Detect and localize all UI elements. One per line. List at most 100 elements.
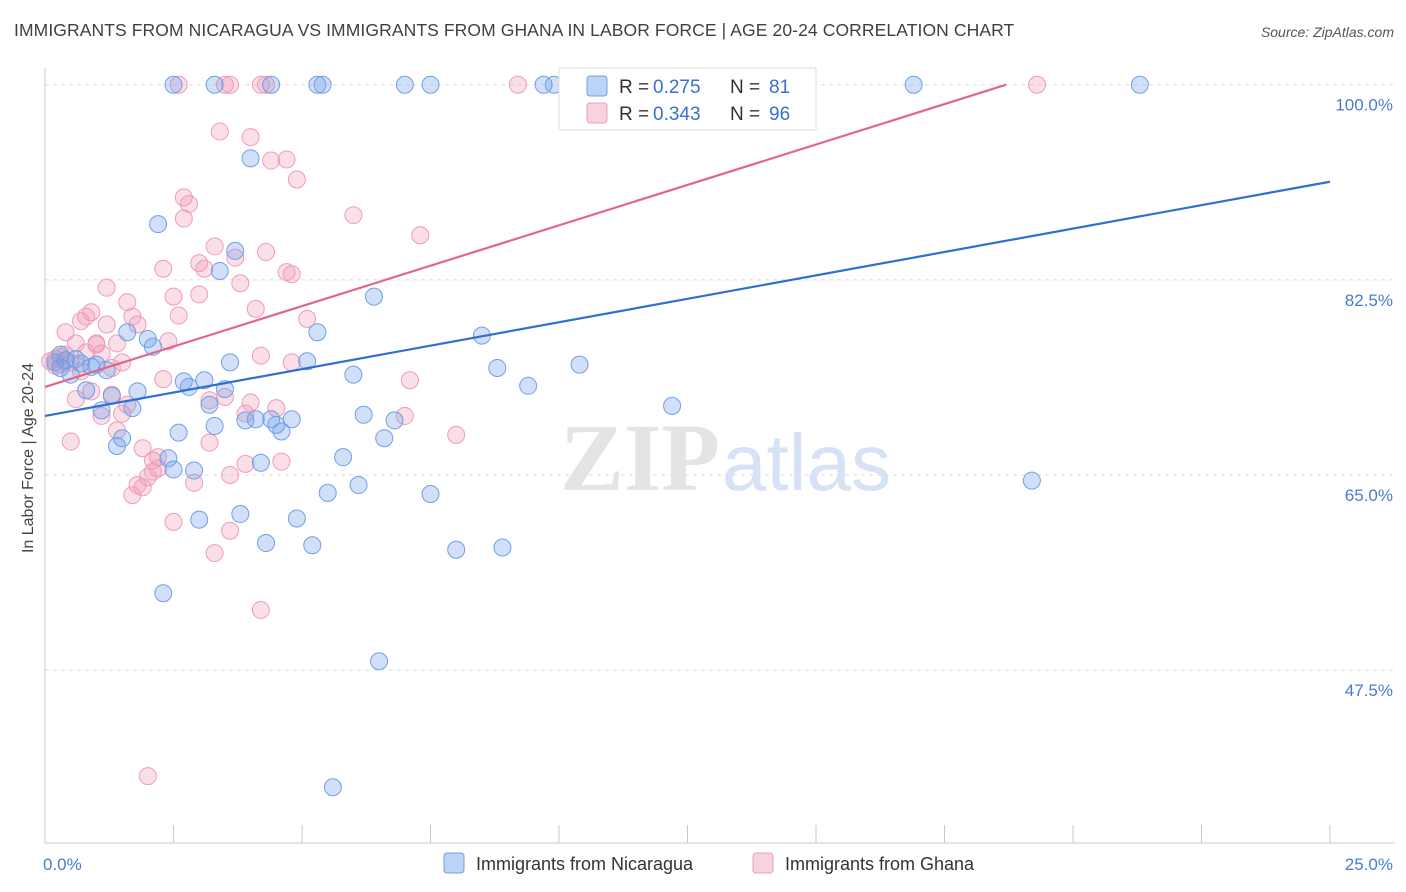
nicaragua-point (210, 261, 229, 280)
ghana-point (236, 404, 255, 423)
ghana-point (236, 454, 255, 473)
ghana-point (169, 75, 188, 94)
watermark-zip: ZIP (560, 404, 720, 511)
ghana-point (66, 390, 85, 409)
ghana-point (97, 278, 116, 297)
tick-labels: 47.5% 65.0% 82.5% 100.0% 0.0% 25.0% (43, 96, 1393, 874)
ghana-point (118, 293, 137, 312)
legend-box: R = 0.275 N = 81 R = 0.343 N = 96 (558, 67, 817, 131)
nicaragua-point (190, 510, 209, 529)
nicaragua-point (488, 358, 507, 377)
nicaragua-point (298, 352, 317, 371)
ghana-point (344, 206, 363, 225)
y-tick-label: 82.5% (1345, 291, 1393, 310)
bottom-legend-label-nicaragua: Immigrants from Nicaragua (476, 854, 694, 874)
nicaragua-point (904, 75, 923, 94)
nicaragua-point (519, 376, 538, 395)
ghana-point (282, 353, 301, 372)
ghana-point (277, 150, 296, 169)
nicaragua-point (287, 509, 306, 528)
ghana-point (92, 406, 111, 425)
x-tick-label-max: 25.0% (1345, 855, 1393, 874)
ghana-point (154, 370, 173, 389)
ghana-point (447, 425, 466, 444)
ghana-point (246, 299, 265, 318)
nicaragua-point (308, 323, 327, 342)
nicaragua-point (1130, 75, 1149, 94)
nicaragua-point (570, 355, 589, 374)
ghana-point (282, 265, 301, 284)
ghana-point (210, 122, 229, 141)
nicaragua-point (231, 505, 250, 524)
ghana-point (205, 544, 224, 563)
nicaragua-point (205, 416, 224, 435)
x-tick-label-min: 0.0% (43, 855, 82, 874)
ghana-point (174, 209, 193, 228)
nicaragua-point (370, 652, 389, 671)
nicaragua-point (421, 484, 440, 503)
ghana-point (61, 432, 80, 451)
nicaragua-point (447, 540, 466, 559)
ghana-point (92, 344, 111, 363)
nicaragua-point (241, 149, 260, 168)
ghana-point (226, 248, 245, 267)
legend-n-label-2: N = (730, 104, 760, 125)
nicaragua-point (226, 241, 245, 260)
source-label: Source: ZipAtlas.com (1260, 24, 1394, 40)
ghana-point (241, 393, 260, 412)
nicaragua-point (262, 75, 281, 94)
bottom-legend-swatch-ghana (752, 852, 774, 874)
ghana-point (287, 170, 306, 189)
nicaragua-point (313, 75, 332, 94)
nicaragua-point (308, 75, 327, 94)
nicaragua-point (334, 448, 353, 467)
ghana-point (221, 75, 240, 94)
ghana-point (164, 287, 183, 306)
legend-swatch-nicaragua (586, 75, 608, 97)
y-axis-label: In Labor Force | Age 20-24 (20, 363, 37, 553)
nicaragua-point (195, 371, 214, 390)
nicaragua-point (113, 429, 132, 448)
nicaragua-point (164, 75, 183, 94)
ghana-point (200, 433, 219, 452)
bottom-legend-swatch-nicaragua (443, 852, 465, 874)
ghana-point (138, 468, 157, 487)
ghana-point (400, 371, 419, 390)
ghana-point (205, 237, 224, 256)
legend-swatch-ghana (586, 102, 608, 124)
nicaragua-point (185, 461, 204, 480)
ghana-point (251, 346, 270, 365)
ghana-point (133, 439, 152, 458)
ghana-point (221, 521, 240, 540)
nicaragua-trend-line (44, 180, 1331, 417)
ghana-trend-line (44, 83, 1007, 388)
legend-r-label-1: R = (619, 77, 649, 98)
legend-n-value-1: 81 (769, 77, 790, 98)
nicaragua-point (262, 410, 281, 429)
trend-lines (44, 83, 1331, 417)
ghana-point (107, 334, 126, 353)
legend-r-value-2: 0.343 (653, 104, 701, 125)
ghana-point (143, 462, 162, 481)
nicaragua-point (118, 323, 137, 342)
ghana-point (190, 285, 209, 304)
ghana-point (133, 478, 152, 497)
nicaragua-point (344, 365, 363, 384)
ghana-point (113, 404, 132, 423)
legend-n-label-1: N = (730, 77, 760, 98)
nicaragua-point (179, 377, 198, 396)
nicaragua-point (323, 778, 342, 797)
ghana-point (77, 343, 96, 362)
nicaragua-point (318, 483, 337, 502)
ghana-point (56, 323, 75, 342)
bottom-legend-label-ghana: Immigrants from Ghana (785, 854, 975, 874)
nicaragua-point (251, 453, 270, 472)
nicaragua-point (272, 422, 291, 441)
y-tick-label: 100.0% (1335, 96, 1393, 115)
ghana-point (56, 345, 75, 364)
ghana-point (257, 242, 276, 261)
y-tick-label: 65.0% (1345, 486, 1393, 505)
nicaragua-point (205, 75, 224, 94)
nicaragua-point (246, 410, 265, 429)
